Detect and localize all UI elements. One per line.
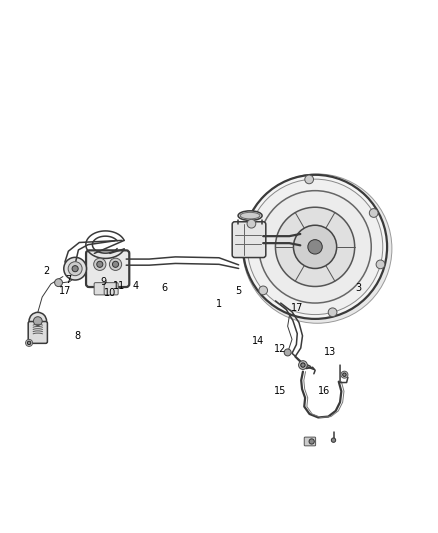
Circle shape bbox=[243, 175, 387, 319]
Text: 1: 1 bbox=[216, 298, 222, 309]
Circle shape bbox=[293, 225, 337, 269]
Text: 9: 9 bbox=[100, 277, 106, 287]
Circle shape bbox=[259, 191, 371, 303]
Circle shape bbox=[299, 361, 307, 369]
Text: 14: 14 bbox=[252, 336, 265, 346]
Circle shape bbox=[110, 258, 122, 270]
Circle shape bbox=[68, 262, 82, 276]
Text: 4: 4 bbox=[133, 281, 139, 291]
FancyBboxPatch shape bbox=[104, 282, 118, 295]
Circle shape bbox=[64, 257, 86, 280]
Circle shape bbox=[301, 363, 305, 367]
Ellipse shape bbox=[238, 211, 262, 221]
Circle shape bbox=[72, 265, 78, 272]
Circle shape bbox=[308, 240, 322, 254]
Circle shape bbox=[33, 317, 42, 326]
Circle shape bbox=[247, 179, 383, 314]
Circle shape bbox=[259, 286, 268, 295]
Circle shape bbox=[55, 279, 63, 287]
Text: 10: 10 bbox=[104, 288, 116, 298]
Circle shape bbox=[305, 175, 314, 184]
Circle shape bbox=[376, 260, 385, 269]
Text: 15: 15 bbox=[274, 386, 286, 396]
Circle shape bbox=[243, 174, 392, 323]
Circle shape bbox=[331, 438, 336, 442]
FancyBboxPatch shape bbox=[28, 321, 47, 343]
Text: 13: 13 bbox=[324, 346, 336, 357]
Text: 17: 17 bbox=[291, 303, 304, 313]
Circle shape bbox=[247, 219, 256, 228]
Text: 3: 3 bbox=[356, 284, 362, 293]
FancyBboxPatch shape bbox=[86, 251, 129, 287]
Circle shape bbox=[25, 340, 32, 346]
Circle shape bbox=[341, 371, 348, 378]
FancyBboxPatch shape bbox=[94, 282, 108, 295]
FancyBboxPatch shape bbox=[304, 437, 316, 446]
Text: 6: 6 bbox=[161, 284, 167, 293]
Circle shape bbox=[276, 207, 355, 286]
Text: 2: 2 bbox=[43, 266, 49, 276]
Circle shape bbox=[97, 261, 103, 268]
Circle shape bbox=[284, 349, 291, 356]
Circle shape bbox=[309, 439, 314, 444]
FancyBboxPatch shape bbox=[232, 222, 266, 257]
Ellipse shape bbox=[240, 212, 260, 219]
Circle shape bbox=[113, 261, 119, 268]
Circle shape bbox=[94, 258, 106, 270]
Circle shape bbox=[29, 312, 46, 330]
Text: 5: 5 bbox=[236, 286, 242, 295]
Text: 11: 11 bbox=[113, 281, 125, 291]
Text: 16: 16 bbox=[318, 386, 330, 396]
Circle shape bbox=[328, 308, 337, 317]
Circle shape bbox=[343, 373, 346, 376]
Circle shape bbox=[369, 208, 378, 217]
Text: 7: 7 bbox=[65, 276, 71, 286]
Text: 17: 17 bbox=[59, 286, 71, 295]
Text: 8: 8 bbox=[74, 332, 80, 341]
Text: 12: 12 bbox=[274, 344, 286, 354]
Circle shape bbox=[27, 341, 31, 345]
